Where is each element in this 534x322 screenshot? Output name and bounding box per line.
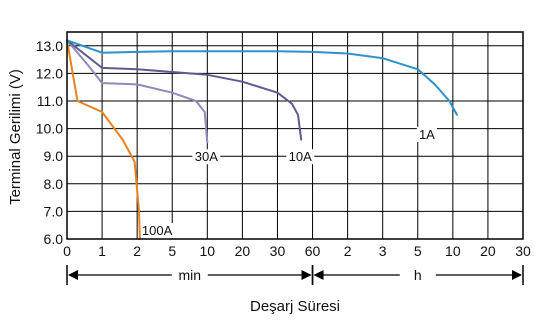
series-label-bg [416,126,437,142]
x-tick-label: 30 [515,243,531,259]
x-tick-label: 10 [200,243,216,259]
series-label-100a: 100A [142,223,173,238]
x-tick-label: 10 [445,243,461,259]
curves [66,39,458,240]
x-tick-label: 5 [168,243,176,259]
x-axis-title: Deşarj Süresi [250,298,340,315]
x-tick-label: 0 [63,243,71,259]
series-label-10a: 10A [289,149,312,164]
x-tick-label: 3 [379,243,387,259]
range-label: min [178,267,201,283]
range-arrow-head [512,270,522,280]
range-arrow-head [313,270,324,280]
range-label: h [414,267,422,283]
x-tick-label: 1 [98,243,106,259]
y-tick-label: 12.0 [36,65,63,81]
y-axis-title: Terminal Gerilimi (V) [7,69,24,205]
series-label-1a: 1A [419,127,435,142]
grid [66,32,524,240]
y-tick-label: 13.0 [36,38,63,54]
x-tick-label: 2 [133,243,141,259]
y-tick-label: 8.0 [44,176,64,192]
series-line-30a [66,39,209,144]
y-tick-label: 7.0 [44,203,64,219]
y-tick-label: 10.0 [36,121,63,137]
series-line-100a [66,39,141,240]
range-arrow-head [301,270,312,280]
series-label-bg [192,149,221,165]
x-tick-labels: 0 1 2 5 10 20 30 60 2 3 5 10 20 30 [63,243,531,259]
range-arrow-head [68,270,78,280]
series-label-30a: 30A [195,149,218,164]
x-tick-label: 2 [344,243,352,259]
time-range-arrows: min h [66,265,524,285]
y-tick-label: 11.0 [37,93,63,109]
series-label-bg [286,149,315,165]
plot-frame [66,31,524,240]
x-tick-label: 5 [414,243,422,259]
series-line-10a [66,39,303,141]
series-label-bg [140,223,177,238]
x-tick-label: 60 [305,243,321,259]
x-tick-label: 20 [235,243,251,259]
series-line-1a [66,39,458,116]
y-tick-label: 9.0 [44,148,64,164]
x-tick-label: 20 [480,243,496,259]
series-labels: 100A 30A 10A 1A [140,126,437,238]
y-tick-labels: 6.0 7.0 8.0 9.0 10.0 11.0 12.0 13.0 [36,38,63,247]
x-tick-label: 30 [270,243,286,259]
y-tick-label: 6.0 [44,231,64,247]
